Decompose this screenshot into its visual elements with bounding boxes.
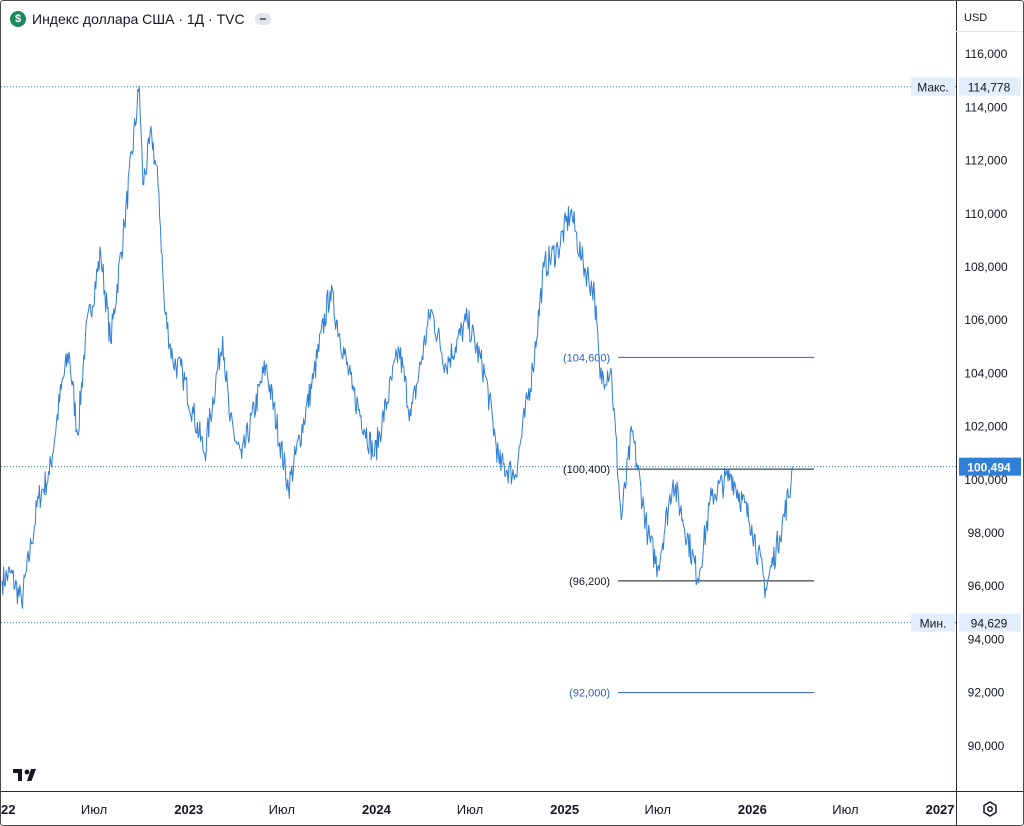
y-tick-label: 102,000 xyxy=(964,420,1008,434)
y-tick-label: 108,000 xyxy=(964,260,1008,274)
symbol-title: Индекс доллара США · 1Д · TVC xyxy=(32,11,245,27)
level-label: (100,400) xyxy=(563,464,610,476)
y-tick-label: 100,000 xyxy=(964,473,1008,487)
y-tick-label: 92,000 xyxy=(968,686,1005,700)
x-tick-label: Июл xyxy=(269,802,295,817)
x-tick-label: 2022 xyxy=(1,802,15,817)
x-tick-label: 2025 xyxy=(550,802,579,817)
last-price-label: 100,494 xyxy=(967,461,1011,475)
y-tick-label: 96,000 xyxy=(968,579,1005,593)
dollar-logo-icon: $ xyxy=(10,11,26,27)
reference-value-bg xyxy=(959,77,1021,96)
tradingview-logo-icon xyxy=(13,769,36,781)
gear-icon[interactable] xyxy=(981,800,999,818)
level-label: (92,000) xyxy=(569,688,610,700)
reference-value: 114,778 xyxy=(968,81,1011,95)
y-tick-label: 94,000 xyxy=(968,632,1005,646)
collapse-legend-button[interactable] xyxy=(254,13,271,25)
level-label: (96,200) xyxy=(569,576,610,588)
reference-tag-bg xyxy=(911,77,955,96)
y-tick-label: 114,000 xyxy=(965,100,1008,114)
y-tick-label: 110,000 xyxy=(965,207,1008,221)
y-tick-label: 90,000 xyxy=(968,739,1005,753)
x-tick-label: Июл xyxy=(457,802,483,817)
reference-tag: Мин. xyxy=(920,617,947,631)
y-tick-label: 104,000 xyxy=(964,366,1008,380)
y-tick-label: 98,000 xyxy=(968,526,1005,540)
level-label: (104,600) xyxy=(563,352,610,364)
price-series-line xyxy=(1,85,793,609)
currency-selector[interactable]: USD xyxy=(964,12,988,24)
symbol-header[interactable]: $ Индекс доллара США · 1Д · TVC xyxy=(10,9,271,29)
y-tick-label: 112,000 xyxy=(965,154,1008,168)
x-tick-label: 2024 xyxy=(362,802,392,817)
reference-tag: Макс. xyxy=(917,81,949,95)
x-tick-label: Июл xyxy=(645,802,671,817)
y-tick-label: 106,000 xyxy=(964,313,1008,327)
reference-tag-bg xyxy=(911,613,955,632)
x-tick-label: Июл xyxy=(832,802,858,817)
x-tick-label: 2026 xyxy=(738,802,767,817)
last-price-marker xyxy=(959,457,1021,476)
reference-value-bg xyxy=(959,613,1021,632)
x-tick-label: 2023 xyxy=(174,802,203,817)
reference-value: 94,629 xyxy=(971,617,1008,631)
x-tick-label: 2027 xyxy=(926,802,955,817)
y-tick-label: 116,000 xyxy=(965,47,1008,61)
x-tick-label: Июл xyxy=(81,802,107,817)
